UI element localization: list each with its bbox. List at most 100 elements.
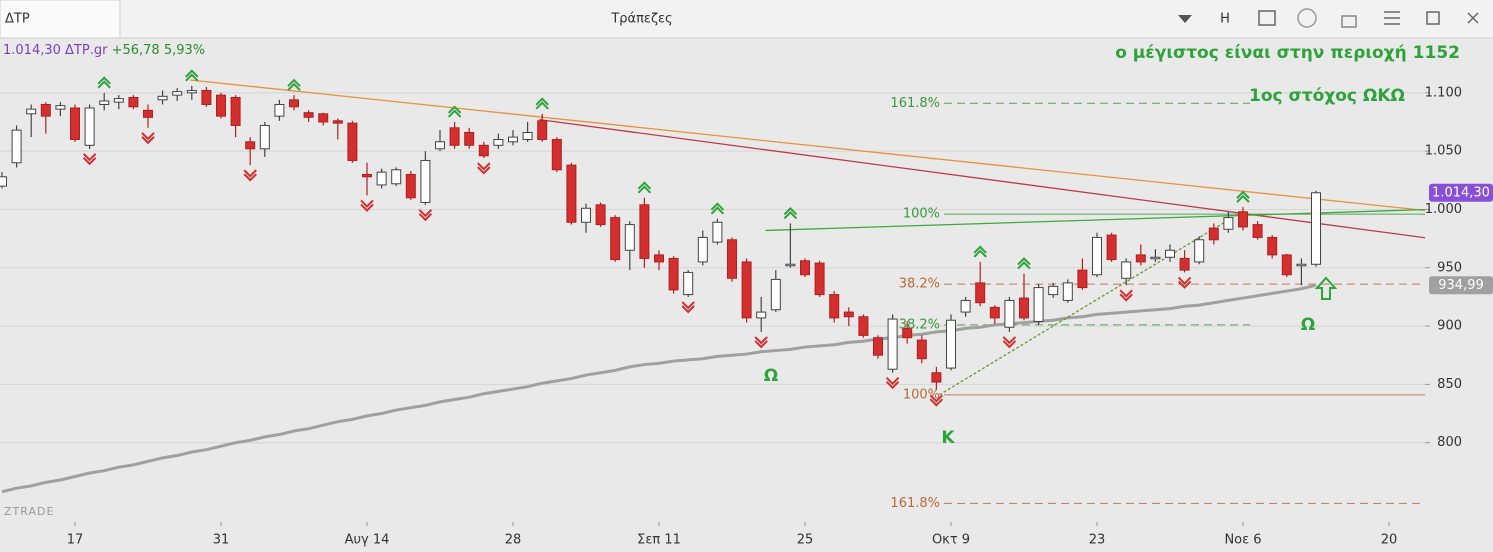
fractal-up (973, 245, 987, 258)
candle-body (814, 262, 825, 296)
candle-body (186, 89, 197, 94)
candle-body (332, 120, 343, 124)
close-icon[interactable] (1467, 12, 1479, 24)
candle-body (347, 122, 358, 161)
candle-body (1004, 299, 1015, 328)
mode-button[interactable]: H (1220, 12, 1230, 27)
fractal-down (477, 162, 491, 175)
candle-body (595, 204, 606, 226)
fractal-down (1002, 336, 1017, 349)
fractal-down (360, 199, 374, 212)
candle-body (1208, 227, 1219, 241)
candle-body (1121, 261, 1132, 279)
level-label: 38.2% (899, 317, 940, 332)
fractal-up (97, 76, 111, 89)
candle-body (478, 144, 489, 157)
candle-body (727, 239, 737, 279)
candle-body (26, 108, 37, 115)
candle-body (376, 171, 387, 186)
fractal-up (535, 97, 549, 110)
fractal-up (287, 78, 301, 91)
x-tick-label: 28 (505, 533, 522, 548)
candle-body (741, 261, 752, 319)
candle-body (55, 105, 66, 110)
candle-body (843, 311, 854, 318)
candle-body (1194, 239, 1205, 263)
y-tick-label: 1.100 (1425, 85, 1462, 100)
candle-body (887, 318, 898, 370)
candle-body (259, 124, 270, 150)
candle-body (449, 127, 460, 146)
candle-body (712, 221, 723, 243)
quote-symbol: ΔΤΡ.gr (65, 43, 108, 58)
header-bar (0, 0, 1493, 38)
candle-body (493, 138, 504, 146)
candle-body (1223, 217, 1234, 230)
candle-body (873, 337, 883, 356)
candle-body (624, 224, 635, 251)
quote-icon[interactable] (1297, 8, 1317, 28)
fractal-down (141, 132, 155, 145)
trendline (190, 79, 1425, 212)
candle-body (1048, 285, 1059, 296)
dropdown-icon[interactable] (1178, 15, 1192, 23)
x-tick-label: Νοε 6 (1224, 533, 1261, 548)
candle-body (1267, 236, 1278, 256)
moving-average (1, 283, 1317, 494)
y-tick-label: 800 (1437, 435, 1462, 450)
candle-body (829, 294, 840, 319)
candle-body (1281, 254, 1292, 276)
candle-body (289, 99, 299, 108)
candle-body (1296, 263, 1307, 267)
candle-body (756, 311, 767, 319)
fractal-up (185, 69, 199, 82)
candle-body (989, 306, 1000, 319)
restore-icon[interactable] (1426, 11, 1440, 25)
candle-body (128, 96, 139, 108)
y-tick-label: 900 (1437, 319, 1462, 334)
candle-body (435, 141, 445, 150)
x-tick-label: 23 (1089, 533, 1106, 548)
candle-body (610, 217, 621, 261)
candle-body (537, 120, 548, 140)
candle-body (362, 173, 372, 178)
header-title: Τράπεζες (610, 12, 672, 27)
lock-icon[interactable] (1341, 15, 1357, 28)
symbol-tab[interactable] (0, 0, 121, 39)
candle-body (157, 95, 168, 101)
candle-body (668, 257, 679, 291)
fractal-up (637, 181, 652, 194)
candle-body (858, 316, 869, 336)
menu-icon[interactable] (1384, 11, 1400, 25)
fractal-down (1177, 276, 1192, 289)
candle-body (40, 103, 51, 117)
candle-body (931, 372, 942, 383)
fractal-up (1017, 257, 1031, 270)
candle-body (1252, 224, 1263, 238)
x-tick-label: 17 (67, 533, 84, 548)
fractal-down (418, 209, 433, 222)
candle-body (1179, 257, 1190, 271)
candle-body (0, 176, 7, 187)
window-icon[interactable] (1258, 10, 1276, 26)
price-tag-label: 934,99 (1438, 278, 1484, 293)
candle-body (1150, 256, 1161, 260)
candle-body (143, 109, 153, 118)
annotation: ο μέγιστος είναι στην περιοχή 1152 (1115, 43, 1460, 63)
candle-body (916, 339, 927, 360)
candle-body (960, 299, 971, 313)
candle-body (84, 107, 95, 146)
candle-body (946, 319, 956, 369)
candle-body (770, 278, 781, 311)
candle-body (113, 98, 124, 103)
price-tag (1429, 276, 1493, 295)
candle-body (420, 159, 431, 203)
fractal-up (710, 202, 725, 215)
candle-body (1135, 254, 1146, 263)
symbol: ΔΤΡ (5, 12, 30, 27)
candle-body (391, 169, 402, 185)
candle-body (1311, 192, 1321, 265)
fractal-down (243, 169, 257, 182)
quote-change: +56,78 (112, 43, 160, 58)
